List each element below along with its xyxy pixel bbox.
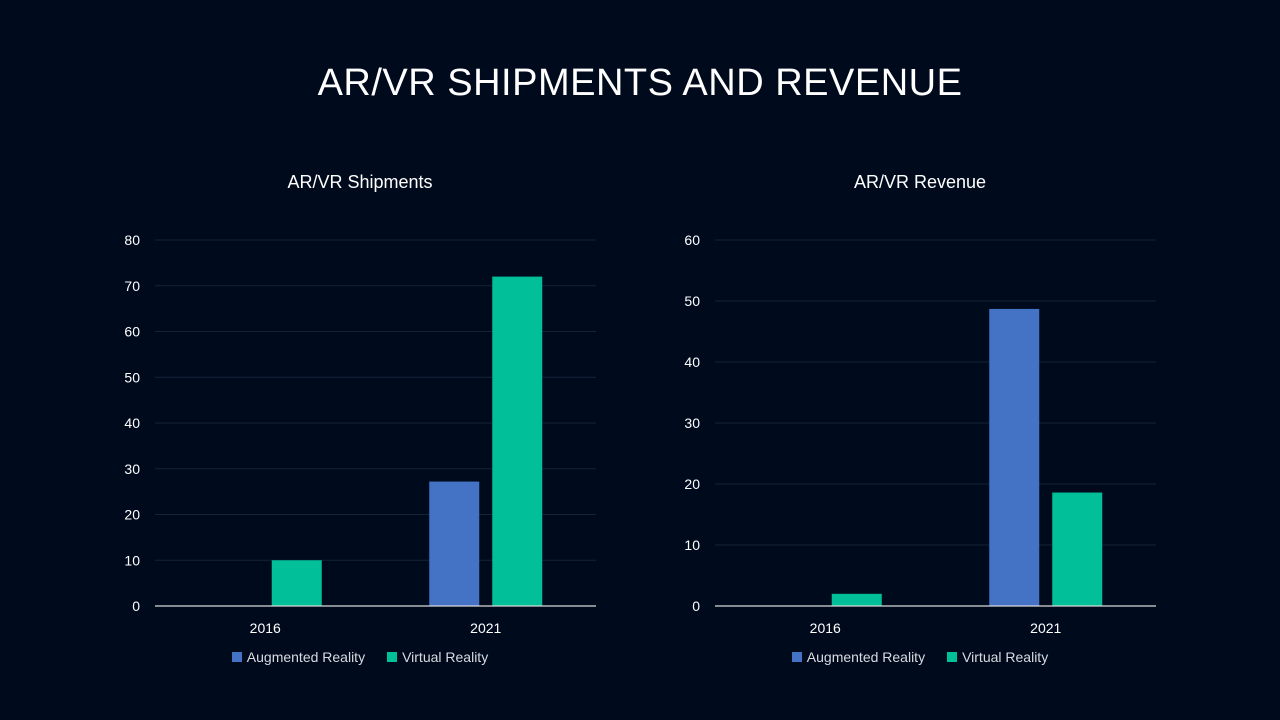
- shipments-chart: AR/VR Shipments 0 10 20 30 40 50 60 70 80 2016 202…: [100, 160, 620, 680]
- y-tick-label: 30: [684, 415, 700, 431]
- legend-label: Virtual Reality: [402, 649, 489, 665]
- y-tick-label: 30: [124, 461, 140, 477]
- chart-legend: Augmented Reality Virtual Reality: [660, 649, 1180, 665]
- bar-virtual-reality-2016: [831, 593, 882, 606]
- y-tick-label: 50: [124, 369, 140, 385]
- legend-item-augmented-reality: Augmented Reality: [231, 649, 366, 665]
- legend-label: Virtual Reality: [962, 649, 1049, 665]
- revenue-chart: AR/VR Revenue 0 10 20 30 40 50 60 2016 2021 Augm…: [660, 160, 1180, 680]
- bar-augmented-reality-2021: [989, 308, 1040, 606]
- y-tick-label: 0: [132, 598, 140, 614]
- legend-item-virtual-reality: Virtual Reality: [947, 649, 1048, 665]
- bar-virtual-reality-2021: [492, 276, 543, 606]
- y-tick-label: 60: [124, 324, 140, 340]
- y-tick-label: 40: [124, 415, 140, 431]
- y-tick-label: 80: [124, 232, 140, 248]
- slide-title: AR/VR SHIPMENTS AND REVENUE: [317, 62, 963, 104]
- y-tick-label: 20: [124, 507, 140, 523]
- y-tick-label: 20: [684, 476, 700, 492]
- y-tick-label: 60: [684, 232, 700, 248]
- chart-title: AR/VR Shipments: [287, 172, 433, 192]
- y-tick-label: 40: [684, 354, 700, 370]
- revenue-chart-svg: 0 10 20 30 40 50 60 2016 2021: [684, 232, 1156, 636]
- legend-swatch-virtual-reality: [947, 652, 958, 662]
- legend-swatch-virtual-reality: [387, 652, 398, 662]
- x-tick-label: 2021: [470, 620, 501, 636]
- y-tick-label: 0: [692, 598, 700, 614]
- legend-swatch-augmented-reality: [791, 652, 802, 662]
- legend-label: Augmented Reality: [806, 649, 926, 665]
- legend-item-augmented-reality: Augmented Reality: [791, 649, 926, 665]
- y-tick-label: 70: [124, 278, 140, 294]
- x-tick-label: 2016: [250, 620, 281, 636]
- legend-swatch-augmented-reality: [231, 652, 242, 662]
- x-tick-label: 2021: [1030, 620, 1061, 636]
- y-tick-label: 10: [684, 537, 700, 553]
- y-tick-label: 50: [684, 293, 700, 309]
- bar-augmented-reality-2021: [429, 481, 480, 606]
- legend-item-virtual-reality: Virtual Reality: [387, 649, 488, 665]
- x-tick-label: 2016: [810, 620, 841, 636]
- bar-virtual-reality-2016: [271, 560, 322, 606]
- chart-title: AR/VR Revenue: [853, 172, 987, 192]
- shipments-chart-svg: 0 10 20 30 40 50 60 70 80 2016 2021: [124, 232, 596, 636]
- y-tick-label: 10: [124, 552, 140, 568]
- legend-label: Augmented Reality: [246, 649, 366, 665]
- chart-legend: Augmented Reality Virtual Reality: [100, 649, 620, 665]
- bar-virtual-reality-2021: [1052, 492, 1103, 606]
